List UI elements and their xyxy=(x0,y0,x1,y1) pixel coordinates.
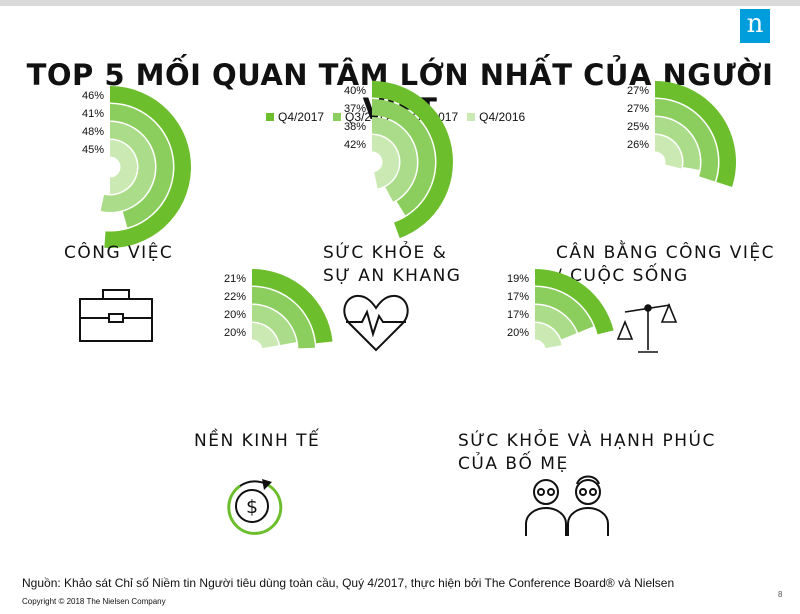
concern-group: 21% 22% 20% 20% NỀN KINH TẾ xyxy=(194,269,333,451)
mother-glasses-right xyxy=(589,488,597,496)
concern-group: 27%27%25%26%CÂN BẰNG CÔNG VIỆC/ CUỘC SỐN… xyxy=(556,81,775,286)
scale-right-pan xyxy=(660,302,678,323)
value-label: 27% xyxy=(627,85,649,97)
value-label: 48% xyxy=(82,126,104,138)
radial-bar-Q3-2017 xyxy=(535,287,594,333)
value-label: 20% xyxy=(507,327,529,339)
cycle-arc-green xyxy=(227,483,283,535)
value-label: 22% xyxy=(224,291,246,303)
radial-bar-Q3-2017 xyxy=(372,99,435,216)
concern-group: 46% 41% 48% 45% CÔNG VIỆC xyxy=(64,86,191,263)
radial-bar-Q4-2017 xyxy=(104,86,191,248)
cycle-arrowhead xyxy=(262,479,272,490)
radial-bar-Q4-2016 xyxy=(110,140,137,194)
category-label: SỨC KHỎE VÀ HẠNH PHÚC xyxy=(458,428,716,451)
father-head xyxy=(533,479,559,505)
top-bar xyxy=(0,0,800,6)
radial-bar-Q2-2017 xyxy=(100,122,155,212)
coin-circle xyxy=(235,489,269,523)
nielsen-logo: n xyxy=(740,9,770,43)
page-number: 8 xyxy=(778,590,783,599)
category-label: CÔNG VIỆC xyxy=(64,241,173,263)
legend-item: Q4/2016 xyxy=(467,108,525,126)
pulse-line xyxy=(346,309,406,338)
father-body xyxy=(525,506,567,536)
heart-pulse-icon xyxy=(343,294,409,352)
legend-swatch xyxy=(467,113,476,121)
value-label: 37% xyxy=(344,103,366,115)
mother-body xyxy=(567,506,609,536)
radial-bar-Q2-2017 xyxy=(535,305,577,340)
briefcase-icon xyxy=(79,289,153,342)
category-label: CÂN BẰNG CÔNG VIỆC xyxy=(556,239,775,263)
value-label: 27% xyxy=(627,103,649,115)
value-label: 40% xyxy=(344,85,366,97)
dollar-cycle-icon: $ xyxy=(227,479,283,535)
briefcase-handle xyxy=(102,289,130,300)
concern-group: 40% 37% 38% 42% SỨC KHỎE & SỰ AN KHANG xyxy=(323,81,461,286)
legend-swatch xyxy=(266,113,274,121)
dollar-symbol: $ xyxy=(246,496,258,518)
source-note: Nguồn: Khảo sát Chỉ số Niềm tin Người ti… xyxy=(22,576,675,590)
radial-bar-Q2-2017 xyxy=(655,117,700,170)
radial-bar-Q3-2017 xyxy=(110,103,174,228)
value-label: 17% xyxy=(507,309,529,321)
briefcase-clasp xyxy=(108,313,124,323)
radial-bar-Q4-2017 xyxy=(252,269,333,344)
father-glasses-left xyxy=(537,488,545,496)
radial-bar-Q2-2017 xyxy=(372,117,417,202)
balance-scale-icon xyxy=(616,302,678,353)
radial-bar-Q4-2016 xyxy=(655,135,682,169)
radial-bar-Q4-2016 xyxy=(252,323,279,349)
category-label: NỀN KINH TẾ xyxy=(194,427,320,451)
legend-label: Q4/2017 xyxy=(278,110,325,124)
radial-bar-Q3-2017 xyxy=(655,99,718,182)
category-label: CỦA BỐ MẸ xyxy=(458,450,569,474)
value-label: 21% xyxy=(224,273,246,285)
value-label: 45% xyxy=(82,144,104,156)
radial-bar-Q3-2017 xyxy=(252,287,315,349)
value-label: 41% xyxy=(82,108,104,120)
value-label: 25% xyxy=(627,121,649,133)
radial-bar-Q4-2016 xyxy=(535,323,562,349)
scale-left-pan xyxy=(616,319,634,340)
value-label: 19% xyxy=(507,273,529,285)
radial-bar-Q4-2017 xyxy=(655,81,736,188)
mother-glasses-left xyxy=(579,488,587,496)
value-label: 20% xyxy=(224,309,246,321)
radial-bar-Q4-2017 xyxy=(372,81,453,239)
legend-swatch xyxy=(333,113,342,121)
category-label: SỰ AN KHANG xyxy=(323,266,461,286)
mother-head xyxy=(575,479,601,505)
value-label: 46% xyxy=(82,90,104,102)
scale-pivot xyxy=(644,304,652,312)
mother-hair xyxy=(576,475,600,485)
value-label: 17% xyxy=(507,291,529,303)
value-label: 26% xyxy=(627,139,649,151)
elderly-parents-icon xyxy=(525,475,609,536)
value-label: 38% xyxy=(344,121,366,133)
legend-label: Q4/2016 xyxy=(479,110,526,124)
value-label: 42% xyxy=(344,139,366,151)
radial-bar-Q4-2017 xyxy=(535,269,614,335)
value-label: 20% xyxy=(224,327,246,339)
category-label: SỨC KHỎE & xyxy=(323,240,447,263)
copyright-text: Copyright © 2018 The Nielsen Company xyxy=(22,597,166,606)
father-glasses-right xyxy=(547,488,555,496)
legend-item: Q4/2017 xyxy=(266,108,324,126)
radial-bar-Q4-2016 xyxy=(372,135,400,189)
radial-bar-Q2-2017 xyxy=(252,305,297,346)
heart-outline xyxy=(343,294,409,352)
